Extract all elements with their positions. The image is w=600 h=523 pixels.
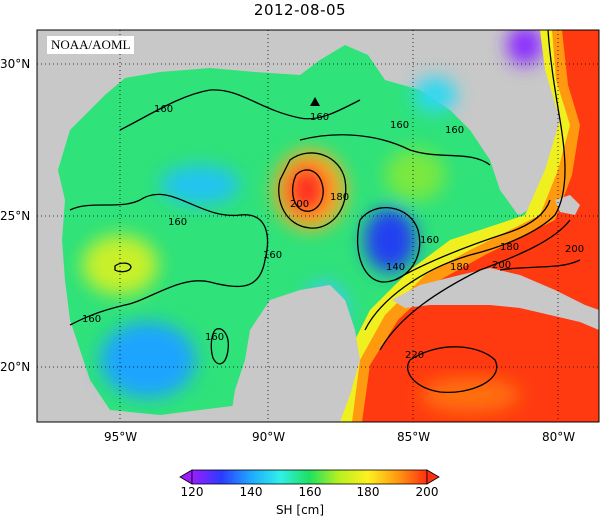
colorbar-gradient [191, 469, 428, 485]
lat-label-30n: 30°N [0, 57, 31, 71]
contour-180-ring [278, 152, 347, 229]
colorbar-over-arrow [426, 469, 440, 485]
lat-label-25n: 25°N [0, 209, 31, 223]
colorbar-title: SH [cm] [275, 503, 325, 517]
dark-blue-eddy [364, 208, 416, 272]
contour-label: 160 [310, 112, 329, 123]
contour-label: 200 [492, 260, 511, 271]
contour-label: 160 [263, 250, 282, 261]
blue-low-central [160, 165, 240, 205]
contour-220-ring [407, 346, 498, 394]
colorbar-tick: 120 [180, 485, 204, 499]
florida-peninsula [478, 60, 530, 215]
map-frame [36, 29, 600, 423]
cyan-low-north [413, 77, 457, 113]
contour-label: 220 [405, 350, 424, 361]
yellow-high-west [82, 235, 158, 295]
yucatan [230, 285, 360, 422]
contour-labels: 160 160 160 160 160 160 180 200 180 160 … [82, 104, 584, 361]
contour-200-loop [379, 219, 571, 351]
source-label: NOAA/AOML [47, 36, 135, 54]
loop-current-red [362, 30, 599, 422]
contour-label: 160 [445, 125, 464, 136]
contour-label: 180 [500, 242, 519, 253]
lat-label-20n: 20°N [0, 360, 31, 374]
red-high-eddy [285, 164, 329, 216]
contour-160-central [299, 134, 491, 166]
contour-label: 180 [450, 262, 469, 273]
contour-small-west [114, 262, 132, 273]
contour-200-east [499, 259, 581, 271]
orange-patch-southeast [420, 377, 520, 413]
graticule [37, 30, 599, 422]
colorbar [179, 469, 440, 485]
contour-180-loop [364, 30, 566, 331]
contour-160-sw [210, 328, 229, 365]
contour-lines [69, 30, 581, 394]
yellow-green-east [385, 149, 445, 201]
contour-label: 180 [330, 192, 349, 203]
station-marker-triangle [310, 97, 320, 106]
lon-label-85w: 85°W [397, 430, 431, 444]
lon-label-95w: 95°W [104, 430, 138, 444]
blue-low-west [100, 322, 196, 398]
colorbar-tick: 160 [298, 485, 322, 499]
colorbar-tick: 140 [239, 485, 263, 499]
map-title: 2012-08-05 [253, 1, 347, 19]
lon-label-80w: 80°W [542, 430, 576, 444]
contour-label: 140 [386, 262, 405, 273]
contour-160-loop [394, 199, 551, 281]
contour-label: 160 [82, 314, 101, 325]
contour-160-eddy [356, 207, 421, 283]
colorbar-tick: 200 [415, 485, 439, 499]
contour-160-north [119, 89, 361, 131]
contour-label: 160 [420, 235, 439, 246]
contour-label: 160 [390, 120, 409, 131]
contour-200-ring [291, 169, 324, 212]
contour-label: 160 [205, 332, 224, 343]
contour-label: 200 [290, 199, 309, 210]
colorbar-under-arrow [179, 469, 193, 485]
cuba [392, 268, 599, 330]
lon-label-90w: 90°W [252, 430, 286, 444]
contour-label: 160 [154, 104, 173, 115]
colorbar-tick: 180 [356, 485, 380, 499]
contour-label: 160 [168, 217, 187, 228]
contour-label: 200 [565, 244, 584, 255]
contour-160-west [69, 193, 269, 326]
purple-corner [507, 30, 543, 65]
